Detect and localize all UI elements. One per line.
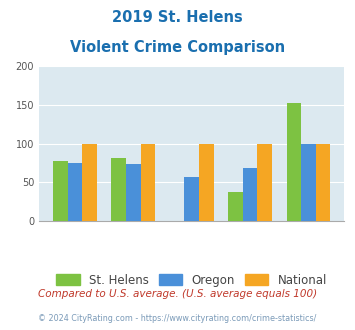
Text: 2019 St. Helens: 2019 St. Helens [112,10,243,25]
Bar [126,164,141,221]
Bar [243,168,257,221]
Bar [82,144,97,221]
Legend: St. Helens, Oregon, National: St. Helens, Oregon, National [56,274,327,286]
Text: © 2024 CityRating.com - https://www.cityrating.com/crime-statistics/: © 2024 CityRating.com - https://www.city… [38,314,317,323]
Bar [228,192,243,221]
Bar [257,144,272,221]
Bar [301,144,316,221]
Text: Violent Crime Comparison: Violent Crime Comparison [70,40,285,54]
Bar [286,103,301,221]
Bar [316,144,331,221]
Bar [67,163,82,221]
Bar [53,161,67,221]
Bar [141,144,155,221]
Text: Compared to U.S. average. (U.S. average equals 100): Compared to U.S. average. (U.S. average … [38,289,317,299]
Bar [199,144,214,221]
Bar [111,157,126,221]
Bar [184,177,199,221]
